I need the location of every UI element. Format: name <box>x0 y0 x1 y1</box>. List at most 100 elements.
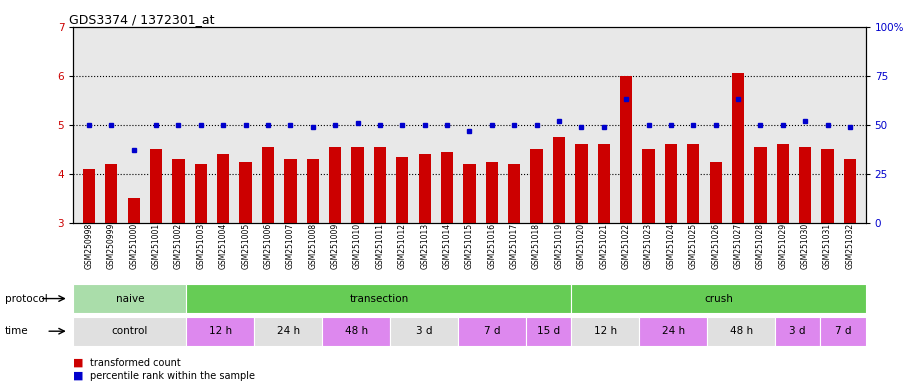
Text: naive: naive <box>115 293 144 304</box>
Text: 12 h: 12 h <box>209 326 232 336</box>
Text: GSM251024: GSM251024 <box>667 223 675 269</box>
Bar <box>150 149 162 223</box>
Text: time: time <box>5 326 28 336</box>
Text: 15 d: 15 d <box>537 326 561 336</box>
Text: GSM251005: GSM251005 <box>241 223 250 269</box>
Bar <box>419 154 431 223</box>
Bar <box>239 162 252 223</box>
Text: 7 d: 7 d <box>484 326 500 336</box>
Bar <box>195 164 207 223</box>
Bar <box>262 147 274 223</box>
Text: 48 h: 48 h <box>729 326 753 336</box>
Text: GSM251006: GSM251006 <box>264 223 272 269</box>
Bar <box>575 144 587 223</box>
Text: GSM251012: GSM251012 <box>398 223 407 269</box>
Text: GSM251008: GSM251008 <box>309 223 317 269</box>
Bar <box>665 144 677 223</box>
Text: transection: transection <box>349 293 409 304</box>
Bar <box>553 137 565 223</box>
Text: 24 h: 24 h <box>277 326 300 336</box>
Text: percentile rank within the sample: percentile rank within the sample <box>90 371 255 381</box>
Bar <box>530 149 543 223</box>
Text: GSM251013: GSM251013 <box>420 223 430 269</box>
Bar <box>105 164 117 223</box>
Text: 48 h: 48 h <box>344 326 368 336</box>
Bar <box>799 147 812 223</box>
Bar <box>172 159 185 223</box>
Text: GDS3374 / 1372301_at: GDS3374 / 1372301_at <box>70 13 215 26</box>
Bar <box>329 147 342 223</box>
Text: ■: ■ <box>73 371 83 381</box>
Text: GSM251032: GSM251032 <box>845 223 855 269</box>
Bar <box>526 317 572 346</box>
Text: 12 h: 12 h <box>594 326 616 336</box>
Text: GSM251014: GSM251014 <box>442 223 452 269</box>
Bar <box>187 317 255 346</box>
Bar <box>322 317 390 346</box>
Text: GSM251030: GSM251030 <box>801 223 810 269</box>
Bar <box>754 147 767 223</box>
Bar <box>396 157 409 223</box>
Bar <box>777 144 789 223</box>
Text: GSM251004: GSM251004 <box>219 223 228 269</box>
Bar <box>284 159 297 223</box>
Text: GSM251022: GSM251022 <box>622 223 630 269</box>
Text: GSM251009: GSM251009 <box>331 223 340 269</box>
Text: 3 d: 3 d <box>416 326 432 336</box>
Bar <box>463 164 475 223</box>
Bar <box>352 147 364 223</box>
Bar <box>82 169 95 223</box>
Bar <box>127 198 140 223</box>
Text: GSM251023: GSM251023 <box>644 223 653 269</box>
Text: GSM251003: GSM251003 <box>196 223 205 269</box>
Text: GSM251021: GSM251021 <box>599 223 608 269</box>
Text: GSM251000: GSM251000 <box>129 223 138 269</box>
Bar <box>732 73 744 223</box>
Bar <box>73 317 187 346</box>
Text: protocol: protocol <box>5 293 48 304</box>
Bar <box>821 317 866 346</box>
Bar <box>508 164 520 223</box>
Text: GSM251026: GSM251026 <box>711 223 720 269</box>
Text: GSM251001: GSM251001 <box>151 223 160 269</box>
Bar <box>639 317 707 346</box>
Text: control: control <box>112 326 148 336</box>
Text: GSM251019: GSM251019 <box>554 223 563 269</box>
Text: GSM251017: GSM251017 <box>509 223 518 269</box>
Bar <box>710 162 722 223</box>
Text: 7 d: 7 d <box>834 326 851 336</box>
Bar <box>441 152 453 223</box>
Text: GSM251015: GSM251015 <box>465 223 474 269</box>
Bar <box>217 154 229 223</box>
Bar <box>844 159 856 223</box>
Text: crush: crush <box>704 293 733 304</box>
Text: transformed count: transformed count <box>90 358 180 368</box>
Text: GSM251025: GSM251025 <box>689 223 698 269</box>
Bar <box>775 317 821 346</box>
Bar <box>642 149 655 223</box>
Bar <box>390 317 458 346</box>
Bar <box>620 76 632 223</box>
Bar <box>822 149 834 223</box>
Bar <box>187 284 572 313</box>
Text: GSM251011: GSM251011 <box>376 223 385 269</box>
Text: GSM250998: GSM250998 <box>84 223 93 269</box>
Bar <box>255 317 322 346</box>
Text: ■: ■ <box>73 358 83 368</box>
Bar <box>707 317 775 346</box>
Text: GSM251018: GSM251018 <box>532 223 541 269</box>
Text: 3 d: 3 d <box>790 326 806 336</box>
Bar <box>73 284 187 313</box>
Text: GSM251002: GSM251002 <box>174 223 183 269</box>
Bar <box>458 317 526 346</box>
Text: GSM251016: GSM251016 <box>487 223 496 269</box>
Text: GSM251031: GSM251031 <box>823 223 832 269</box>
Text: GSM251020: GSM251020 <box>577 223 586 269</box>
Bar <box>572 317 639 346</box>
Text: GSM251010: GSM251010 <box>353 223 362 269</box>
Bar <box>597 144 610 223</box>
Text: GSM251028: GSM251028 <box>756 223 765 269</box>
Text: GSM251029: GSM251029 <box>779 223 788 269</box>
Text: GSM251027: GSM251027 <box>734 223 743 269</box>
Bar <box>374 147 386 223</box>
